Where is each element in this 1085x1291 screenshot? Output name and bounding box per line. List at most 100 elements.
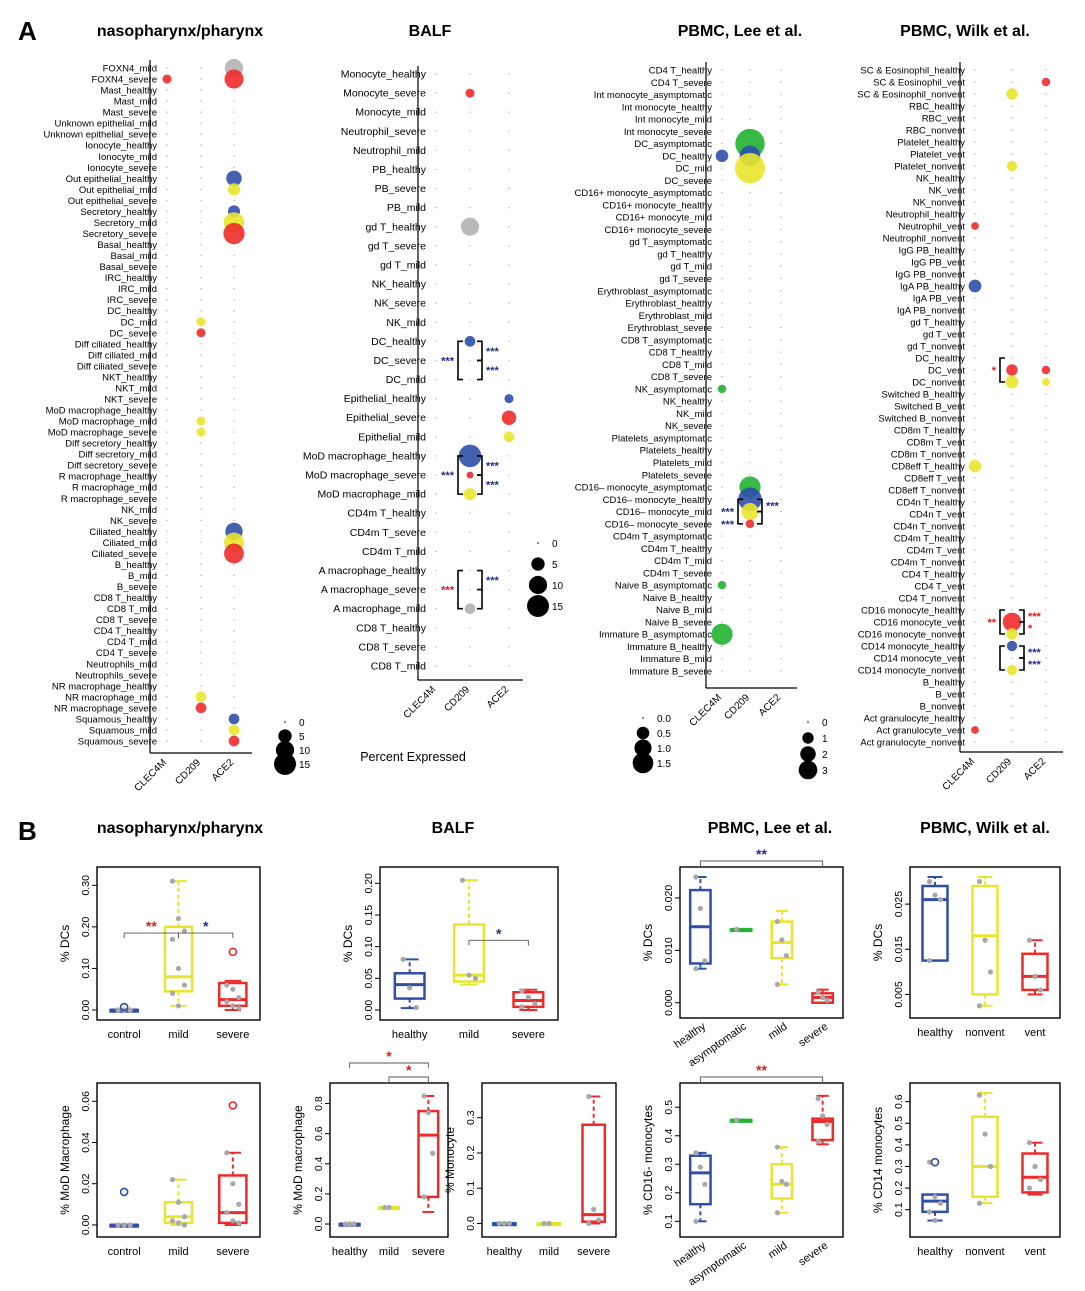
background-dot: [780, 204, 782, 206]
row-label: CD16– monocyte_asymptomatic: [575, 483, 713, 494]
background-dot: [1045, 393, 1047, 395]
legend-label: 5: [299, 732, 305, 743]
background-dot: [508, 264, 510, 266]
background-dot: [974, 609, 976, 611]
boxplot-title: BALF: [432, 820, 475, 837]
data-point: [541, 1220, 547, 1227]
gene-label: ACE2: [757, 692, 784, 719]
background-dot: [1045, 129, 1047, 131]
background-dot: [1011, 273, 1013, 275]
background-dot: [166, 343, 168, 345]
row-label: DC_healthy: [662, 151, 712, 162]
row-label: CD4m T_healthy: [894, 534, 965, 545]
background-dot: [780, 498, 782, 500]
background-dot: [1011, 297, 1013, 299]
data-point: [224, 1209, 230, 1216]
background-dot: [1045, 405, 1047, 407]
background-dot: [233, 387, 235, 389]
background-dot: [1045, 189, 1047, 191]
background-dot: [780, 69, 782, 71]
row-label: CD16– monocyte_healthy: [603, 495, 713, 506]
row-label: RBC_healthy: [909, 102, 965, 113]
x-group-label: severe: [796, 1240, 830, 1269]
background-dot: [721, 424, 723, 427]
expression-dot: [195, 702, 207, 714]
sig-bracket-left: [999, 645, 1005, 671]
x-group-label: severe: [796, 1021, 830, 1050]
legend-label: 15: [299, 760, 311, 771]
background-dot: [200, 475, 202, 477]
expression-dot: [466, 471, 474, 479]
data-point: [820, 994, 826, 1001]
background-dot: [1011, 333, 1013, 335]
background-dot: [435, 512, 437, 514]
dotplot-title: BALF: [409, 23, 452, 40]
background-dot: [974, 273, 976, 275]
row-label: Neutrophils_severe: [75, 670, 157, 681]
y-tick-label: 0.3: [465, 1110, 477, 1125]
dotplot-title: PBMC, Lee et al.: [678, 23, 802, 40]
legend-dot: [284, 721, 286, 723]
background-dot: [721, 228, 723, 231]
box-group: mild: [452, 877, 486, 1041]
data-point: [702, 958, 708, 964]
legend-dot: [278, 729, 292, 743]
background-dot: [233, 332, 235, 334]
background-dot: [721, 608, 723, 611]
data-point: [987, 1163, 994, 1170]
expression-dot: [1006, 364, 1018, 376]
row-label: MoD macrophage_healthy: [46, 406, 158, 417]
background-dot: [780, 351, 782, 353]
background-dot: [780, 81, 782, 83]
sig-star-right: ***: [486, 480, 500, 492]
row-label: Int monocyte_healthy: [622, 102, 713, 113]
data-point: [386, 1204, 392, 1211]
data-point: [175, 915, 182, 922]
box-group: severe: [577, 1093, 610, 1258]
data-point: [236, 1005, 242, 1011]
data-point: [501, 1220, 507, 1227]
sig-stars: *: [386, 1048, 392, 1064]
sig-star-right: ***: [486, 365, 500, 377]
row-label: Epithelial_healthy: [344, 393, 427, 405]
background-dot: [749, 424, 751, 427]
background-dot: [780, 559, 782, 562]
expression-dot: [717, 384, 727, 394]
row-label: NKT_healthy: [102, 372, 157, 383]
row-label: Naive B_severe: [645, 617, 712, 628]
gene-label: CD209: [173, 757, 203, 787]
boxplot-title: nasopharynx/pharynx: [97, 820, 263, 837]
background-dot: [166, 89, 168, 91]
background-dot: [166, 409, 168, 411]
background-dot: [1045, 561, 1047, 563]
background-dot: [166, 641, 168, 643]
background-dot: [233, 641, 235, 643]
row-label: NK_severe: [374, 298, 426, 310]
background-dot: [1011, 141, 1013, 143]
data-point: [175, 1199, 182, 1205]
row-label: NKT_mild: [115, 383, 157, 394]
background-dot: [508, 321, 510, 323]
background-dot: [1045, 177, 1047, 179]
background-dot: [233, 254, 235, 257]
background-dot: [435, 149, 437, 152]
row-label: IgA PB_nonvent: [897, 306, 965, 317]
background-dot: [1045, 105, 1047, 107]
background-dot: [721, 412, 723, 415]
y-axis-label: % MoD Macrophage: [58, 1105, 72, 1215]
y-tick-label: 0.06: [80, 1091, 92, 1112]
background-dot: [233, 596, 235, 599]
sig-bracket: [468, 939, 529, 946]
background-dot: [749, 277, 751, 280]
x-group-label: healthy: [672, 1239, 708, 1269]
box-iqr: [688, 1154, 712, 1206]
background-dot: [721, 510, 723, 513]
data-point: [693, 966, 699, 972]
background-dot: [200, 287, 202, 290]
row-label: Diff secretory_mild: [79, 450, 158, 461]
x-group-label: mild: [168, 1246, 188, 1258]
box-group: nonvent: [965, 1092, 1005, 1258]
background-dot: [749, 81, 751, 83]
box-group: severe: [796, 1094, 835, 1269]
sig-stars: *: [203, 918, 209, 934]
